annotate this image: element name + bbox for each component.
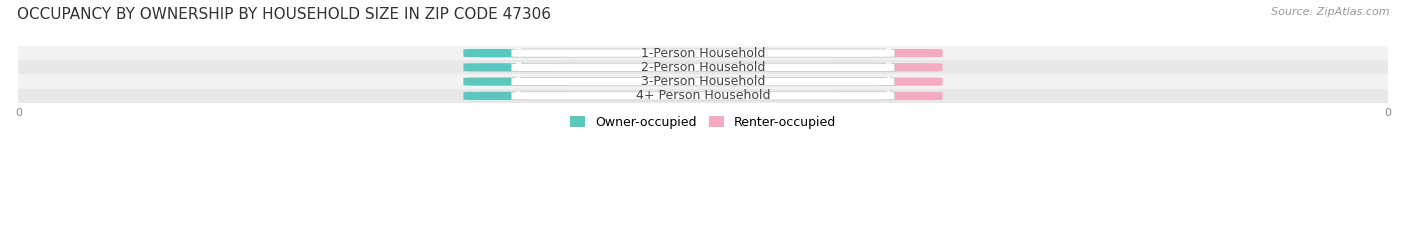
FancyBboxPatch shape xyxy=(512,92,894,100)
FancyBboxPatch shape xyxy=(464,78,574,86)
FancyBboxPatch shape xyxy=(832,78,942,86)
Text: 0: 0 xyxy=(515,62,522,72)
Text: 2-Person Household: 2-Person Household xyxy=(641,61,765,74)
Text: 0: 0 xyxy=(515,48,522,58)
FancyBboxPatch shape xyxy=(512,49,894,57)
Bar xyxy=(18,60,1388,75)
Legend: Owner-occupied, Renter-occupied: Owner-occupied, Renter-occupied xyxy=(565,111,841,134)
Text: 0: 0 xyxy=(884,62,891,72)
Text: 0: 0 xyxy=(884,48,891,58)
FancyBboxPatch shape xyxy=(832,49,942,57)
Text: 0: 0 xyxy=(515,77,522,87)
FancyBboxPatch shape xyxy=(464,49,574,57)
Text: OCCUPANCY BY OWNERSHIP BY HOUSEHOLD SIZE IN ZIP CODE 47306: OCCUPANCY BY OWNERSHIP BY HOUSEHOLD SIZE… xyxy=(17,7,551,22)
Text: 0: 0 xyxy=(884,77,891,87)
FancyBboxPatch shape xyxy=(512,78,894,86)
Bar xyxy=(18,75,1388,89)
Text: 0: 0 xyxy=(515,91,522,101)
FancyBboxPatch shape xyxy=(464,63,574,72)
Text: 3-Person Household: 3-Person Household xyxy=(641,75,765,88)
FancyBboxPatch shape xyxy=(464,92,574,100)
Bar xyxy=(18,89,1388,103)
FancyBboxPatch shape xyxy=(512,63,894,72)
FancyBboxPatch shape xyxy=(832,63,942,72)
Text: Source: ZipAtlas.com: Source: ZipAtlas.com xyxy=(1271,7,1389,17)
Bar xyxy=(18,46,1388,60)
Text: 1-Person Household: 1-Person Household xyxy=(641,47,765,60)
FancyBboxPatch shape xyxy=(832,92,942,100)
Text: 4+ Person Household: 4+ Person Household xyxy=(636,89,770,102)
Text: 0: 0 xyxy=(884,91,891,101)
